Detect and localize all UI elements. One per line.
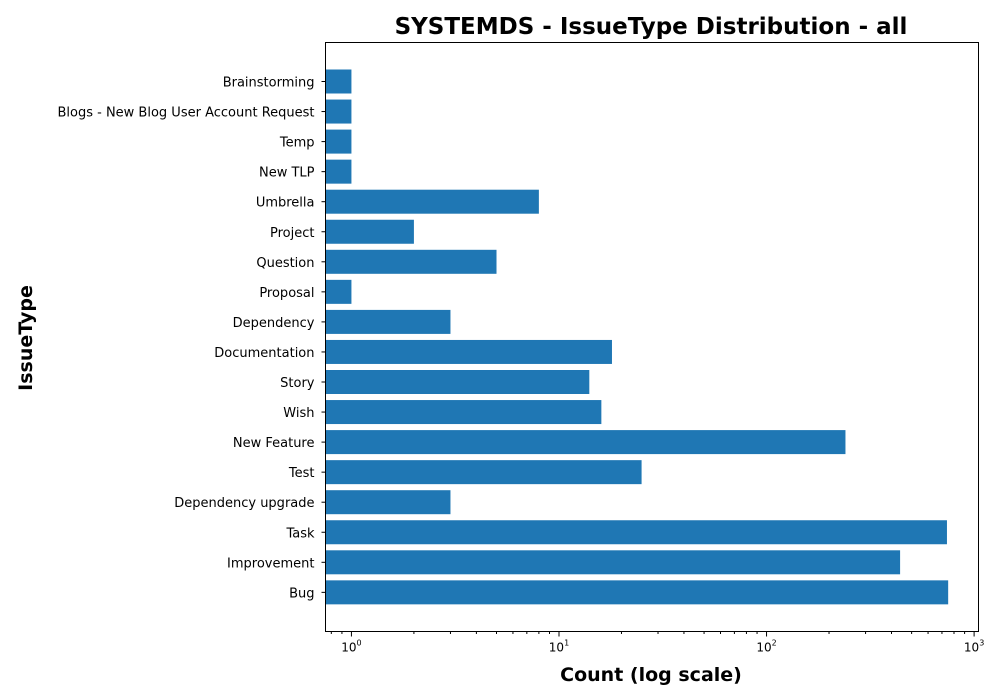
category-label-question: Question [256, 256, 314, 271]
category-label-umbrella: Umbrella [256, 196, 315, 211]
bar-question [325, 249, 497, 274]
category-label-temp: Temp [279, 136, 315, 151]
category-label-proposal: Proposal [259, 286, 314, 301]
category-label-brainstorming: Brainstorming [223, 76, 315, 91]
category-label-new-feature: New Feature [233, 436, 315, 451]
bar-temp [325, 129, 352, 154]
bar-dependency-upgrade [325, 490, 451, 515]
y-axis-label: IssueType [15, 285, 37, 391]
category-label-bug: Bug [289, 586, 314, 601]
category-label-story: Story [280, 376, 315, 391]
bar-umbrella [325, 189, 539, 214]
category-label-dependency-upgrade: Dependency upgrade [174, 496, 314, 511]
bar-brainstorming [325, 69, 352, 94]
x-tick-label: 103 [964, 639, 984, 655]
x-tick-label: 101 [549, 639, 569, 655]
bar-documentation [325, 339, 612, 364]
x-axis-label: Count (log scale) [560, 664, 742, 686]
chart-title: SYSTEMDS - IssueType Distribution - all [395, 14, 908, 40]
plot-frame [325, 42, 979, 632]
x-tick-label: 100 [341, 639, 361, 655]
bar-proposal [325, 279, 352, 304]
bar-story [325, 370, 590, 394]
bar-improvement [325, 550, 901, 575]
x-ticks-group: 100 101 102 103 [330, 631, 984, 655]
category-label-improvement: Improvement [227, 556, 314, 571]
category-label-wish: Wish [283, 406, 314, 421]
x-tick-label: 102 [756, 639, 776, 655]
bar-new-tlp [325, 159, 352, 184]
category-label-blogs-new-blog-user-account-request: Blogs - New Blog User Account Request [57, 106, 314, 121]
category-label-new-tlp: New TLP [259, 166, 315, 181]
bar-blogs-new-blog-user-account-request [325, 99, 352, 124]
category-label-dependency: Dependency [233, 316, 315, 331]
bar-bug [325, 580, 949, 605]
bars-group [325, 69, 949, 605]
category-labels-group: Brainstorming Blogs - New Blog User Accou… [57, 76, 326, 601]
category-label-project: Project [270, 226, 314, 241]
bar-dependency [325, 309, 451, 334]
bar-test [325, 460, 642, 485]
bar-task [325, 520, 947, 545]
category-label-documentation: Documentation [214, 346, 314, 361]
category-label-task: Task [285, 526, 315, 541]
bar-project [325, 219, 414, 244]
bar-new-feature [325, 430, 846, 455]
category-label-test: Test [288, 466, 315, 481]
bar-wish [325, 400, 602, 425]
